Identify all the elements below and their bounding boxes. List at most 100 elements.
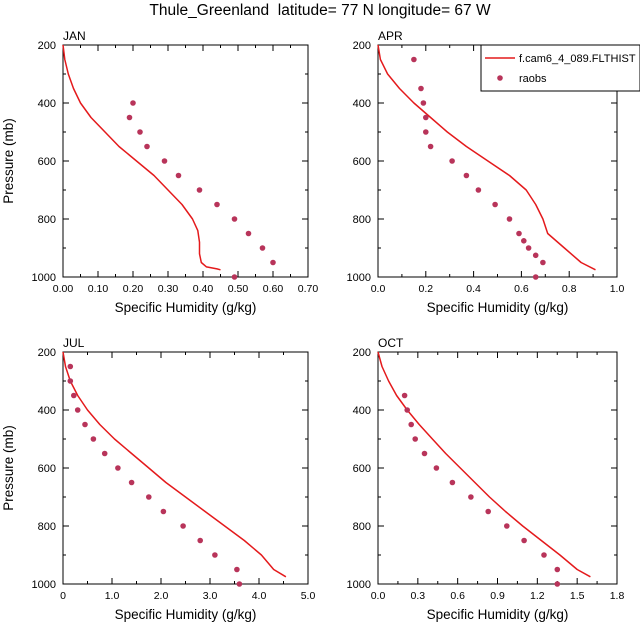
raobs-point (541, 552, 547, 558)
panel-jul: JUL 200 400 600 800 1000 0 1.0 2.0 3.0 4.0 5.0 Speci… (1, 336, 315, 622)
raobs-point (521, 238, 527, 244)
x-tick-label: 0.4 (466, 283, 481, 295)
raobs-point (423, 129, 429, 135)
raobs-point (449, 158, 455, 164)
figure-title: Thule_Greenland latitude= 77 N longitude… (149, 2, 491, 19)
raobs-point (231, 216, 238, 222)
raobs-point (161, 158, 168, 164)
raobs-point (540, 259, 546, 266)
raobs-point (231, 274, 238, 280)
x-tick-label: 4.0 (252, 590, 267, 602)
raobs-point (468, 494, 474, 500)
x-tick-label: 0.2 (418, 283, 433, 295)
plot-frame (62, 44, 309, 278)
raobs-point (71, 392, 77, 399)
raobs-point (130, 100, 136, 106)
x-axis-label: Specific Humidity (g/kg) (115, 607, 257, 622)
y-tick-label: 200 (38, 40, 56, 52)
y-tick-label: 600 (353, 156, 371, 168)
raobs-point (504, 523, 510, 529)
y-tick-label: 600 (38, 156, 56, 168)
raobs-point (82, 421, 88, 428)
raobs-point (128, 479, 135, 486)
x-tick-label: 0.70 (298, 283, 319, 295)
y-tick-label: 800 (38, 214, 56, 226)
raobs-point (175, 172, 182, 179)
raobs-point (412, 436, 419, 442)
raobs-point (74, 407, 81, 413)
model-series-line (62, 44, 221, 271)
x-tick-label: 1.0 (105, 590, 120, 602)
x-tick-label: 0.9 (490, 590, 505, 602)
y-axis-label: Pressure (mb) (1, 425, 16, 511)
x-tick-label: 0.10 (88, 283, 109, 295)
y-tick-label: 1000 (32, 272, 56, 284)
raobs-point (197, 537, 203, 544)
x-tick-label: 0.30 (158, 283, 179, 295)
x-tick-label: 1.5 (570, 590, 585, 602)
raobs-point (144, 143, 150, 150)
y-tick-label: 1000 (347, 272, 371, 284)
legend-box (480, 44, 640, 92)
y-tick-label: 400 (353, 98, 371, 110)
raobs-point (270, 259, 276, 266)
x-tick-label: 3.0 (203, 590, 218, 602)
legend-obs-label: raobs (519, 73, 547, 85)
x-tick-label: 0.40 (193, 283, 214, 295)
raobs-point (421, 450, 428, 457)
y-tick-label: 400 (38, 405, 56, 417)
x-tick-label: 0.0 (371, 590, 386, 602)
plot-frame (377, 351, 618, 585)
y-tick-label: 600 (353, 463, 371, 475)
raobs-point (196, 187, 203, 193)
raobs-point (236, 581, 243, 587)
raobs-point (449, 479, 456, 486)
model-series-line (377, 44, 596, 271)
x-axis-label: Specific Humidity (g/kg) (427, 300, 569, 315)
plot-frame (62, 351, 309, 585)
raobs-point (525, 245, 532, 251)
raobs-point (137, 129, 143, 135)
y-tick-label: 800 (353, 214, 371, 226)
y-tick-label: 800 (38, 521, 56, 533)
raobs-point (214, 201, 220, 208)
model-series-line (377, 351, 591, 578)
x-tick-label: 0.0 (371, 283, 386, 295)
raobs-point (532, 274, 539, 280)
x-axis-label: Specific Humidity (g/kg) (115, 300, 257, 315)
panel-label: APR (378, 29, 403, 43)
raobs-point (475, 187, 482, 193)
raobs-point (234, 566, 240, 573)
raobs-point (404, 407, 411, 413)
raobs-point (408, 421, 415, 428)
raobs-point (420, 100, 427, 106)
raobs-point (401, 392, 408, 399)
x-tick-label: 1.8 (610, 590, 625, 602)
y-tick-label: 400 (38, 98, 56, 110)
raobs-point (433, 465, 440, 471)
raobs-point (418, 85, 424, 92)
raobs-point (180, 523, 186, 529)
raobs-point (126, 114, 133, 121)
raobs-point (259, 245, 266, 251)
x-tick-label: 0.3 (411, 590, 426, 602)
y-tick-label: 200 (38, 347, 56, 359)
y-tick-label: 400 (353, 405, 371, 417)
x-tick-label: 0.6 (514, 283, 529, 295)
y-tick-label: 1000 (347, 579, 371, 591)
raobs-point (115, 465, 121, 471)
x-tick-label: 0.6 (450, 590, 465, 602)
raobs-point (485, 508, 492, 515)
y-tick-label: 600 (38, 463, 56, 475)
y-tick-label: 1000 (32, 579, 56, 591)
raobs-point (427, 143, 434, 150)
y-tick-label: 800 (353, 521, 371, 533)
y-axis-label: Pressure (mb) (1, 118, 16, 204)
raobs-point (411, 56, 417, 63)
